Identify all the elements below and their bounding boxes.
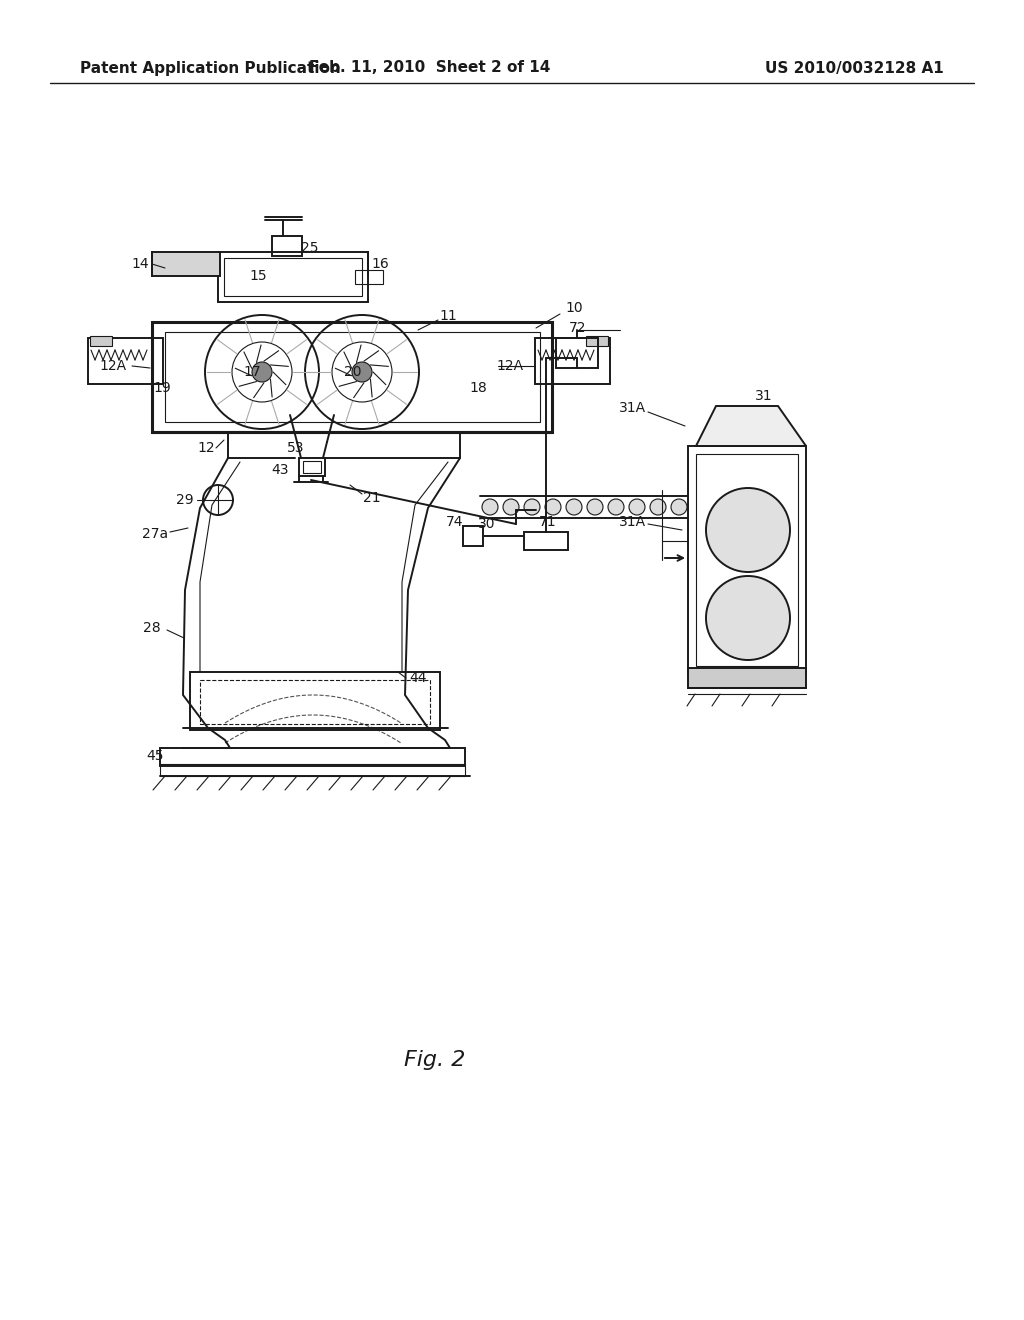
Bar	[696, 454, 798, 667]
Bar	[218, 252, 368, 302]
Circle shape	[706, 488, 790, 572]
Text: 19: 19	[154, 381, 171, 395]
Text: 45: 45	[146, 748, 164, 763]
Text: 12: 12	[198, 441, 215, 455]
Bar	[524, 532, 568, 550]
Bar	[299, 458, 325, 477]
Circle shape	[524, 499, 540, 515]
Text: 28: 28	[143, 620, 161, 635]
Text: US 2010/0032128 A1: US 2010/0032128 A1	[765, 61, 944, 75]
Circle shape	[352, 362, 372, 381]
Circle shape	[566, 499, 582, 515]
Text: 18: 18	[469, 381, 486, 395]
Text: 11: 11	[439, 309, 457, 323]
Bar	[152, 252, 220, 276]
Bar	[160, 764, 465, 776]
Text: 43: 43	[271, 463, 289, 477]
Circle shape	[608, 499, 624, 515]
Bar	[224, 257, 362, 296]
Text: 31A: 31A	[618, 515, 645, 529]
Circle shape	[671, 499, 687, 515]
Text: Feb. 11, 2010  Sheet 2 of 14: Feb. 11, 2010 Sheet 2 of 14	[309, 61, 551, 75]
Text: 21: 21	[364, 491, 381, 506]
Bar	[355, 271, 383, 284]
Text: 27a: 27a	[142, 527, 168, 541]
Text: 12A: 12A	[497, 359, 523, 374]
Bar	[90, 337, 112, 346]
Text: 17: 17	[243, 366, 261, 379]
Bar	[688, 668, 806, 688]
Text: Patent Application Publication: Patent Application Publication	[80, 61, 341, 75]
Bar	[586, 337, 608, 346]
Bar	[688, 446, 806, 675]
Circle shape	[252, 362, 272, 381]
Text: 29: 29	[176, 492, 194, 507]
Circle shape	[650, 499, 666, 515]
Text: 74: 74	[446, 515, 464, 529]
Bar	[160, 748, 465, 766]
Circle shape	[587, 499, 603, 515]
Text: 31: 31	[755, 389, 773, 403]
Circle shape	[629, 499, 645, 515]
Circle shape	[482, 499, 498, 515]
Text: 53: 53	[288, 441, 305, 455]
Text: 20: 20	[344, 366, 361, 379]
Text: 72: 72	[569, 321, 587, 335]
Circle shape	[706, 576, 790, 660]
Bar	[272, 236, 302, 256]
Text: 12A: 12A	[99, 359, 127, 374]
Bar	[200, 680, 430, 723]
Text: 31A: 31A	[618, 401, 645, 414]
Circle shape	[545, 499, 561, 515]
Text: 71: 71	[540, 515, 557, 529]
Text: 16: 16	[371, 257, 389, 271]
Bar	[556, 338, 598, 368]
Text: Fig. 2: Fig. 2	[404, 1049, 466, 1071]
Bar	[190, 672, 440, 730]
Bar	[165, 333, 540, 422]
Bar	[303, 461, 321, 473]
Bar	[152, 322, 552, 432]
Polygon shape	[696, 407, 806, 446]
Text: 44: 44	[410, 671, 427, 685]
Text: 14: 14	[131, 257, 148, 271]
Text: 30: 30	[478, 517, 496, 531]
Bar	[463, 525, 483, 546]
Text: 25: 25	[301, 242, 318, 255]
Bar	[88, 338, 163, 384]
Text: 15: 15	[249, 269, 267, 282]
Bar	[535, 338, 610, 384]
Text: 10: 10	[565, 301, 583, 315]
Circle shape	[503, 499, 519, 515]
